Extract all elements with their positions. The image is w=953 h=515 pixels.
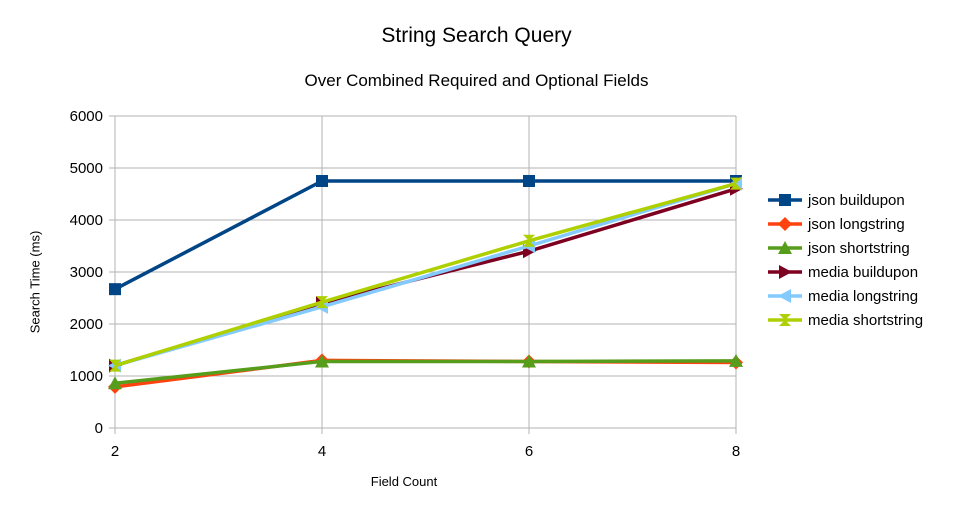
series-line xyxy=(114,181,737,368)
legend-label: media shortstring xyxy=(808,311,924,329)
legend-item: json longstring xyxy=(768,212,923,236)
data-point xyxy=(523,234,535,247)
y-tick-label: 3000 xyxy=(70,264,103,281)
legend-item: json buildupon xyxy=(768,188,923,212)
legend-item: media shortstring xyxy=(768,308,923,332)
legend-swatch xyxy=(768,265,802,279)
y-tick-label: 5000 xyxy=(70,160,103,177)
series-line xyxy=(114,181,737,368)
series-json-shortstring xyxy=(108,353,743,390)
x-tick-label: 8 xyxy=(732,443,740,460)
legend-swatch xyxy=(768,194,802,206)
legend-label: json longstring xyxy=(808,215,905,233)
axes xyxy=(109,115,737,434)
data-point xyxy=(729,353,743,367)
tick-labels: 0 1000 2000 3000 4000 5000 6000 2 4 6 8 xyxy=(70,108,741,460)
y-tick-label: 1000 xyxy=(70,368,103,385)
legend-swatch xyxy=(768,314,802,326)
series-media-shortstring xyxy=(109,177,742,372)
legend-label: json buildupon xyxy=(808,191,905,209)
y-tick-label: 4000 xyxy=(70,212,103,229)
x-tick-label: 6 xyxy=(525,443,533,460)
series-lines xyxy=(108,175,743,394)
legend-swatch xyxy=(768,289,802,303)
series-line xyxy=(114,359,737,386)
x-tick-label: 4 xyxy=(318,443,326,460)
legend-item: media buildupon xyxy=(768,260,923,284)
data-point xyxy=(109,283,121,296)
legend-item: media longstring xyxy=(768,284,923,308)
y-tick-label: 6000 xyxy=(70,108,103,125)
y-tick-label: 0 xyxy=(95,420,103,437)
x-tick-label: 2 xyxy=(111,443,119,460)
legend-item: json shortstring xyxy=(768,236,923,260)
data-point xyxy=(523,175,535,187)
data-point xyxy=(522,354,536,368)
series-media-longstring xyxy=(108,176,742,373)
legend-swatch xyxy=(768,217,802,231)
data-point xyxy=(316,175,328,187)
data-point xyxy=(109,359,121,372)
chart-title: String Search Query xyxy=(381,24,572,47)
series-line xyxy=(114,179,736,291)
legend-label: media buildupon xyxy=(808,263,919,281)
data-point xyxy=(315,354,329,368)
data-point xyxy=(108,376,122,390)
legend-label: media longstring xyxy=(808,287,919,305)
legend-swatch xyxy=(768,241,802,254)
y-tick-label: 2000 xyxy=(70,316,103,333)
chart-subtitle: Over Combined Required and Optional Fiel… xyxy=(304,71,649,90)
x-axis-label: Field Count xyxy=(370,474,438,489)
data-point xyxy=(730,177,742,190)
legend: json buildupon json longstring json shorts… xyxy=(768,188,923,332)
data-point xyxy=(316,296,328,309)
legend-label: json shortstring xyxy=(808,239,910,257)
